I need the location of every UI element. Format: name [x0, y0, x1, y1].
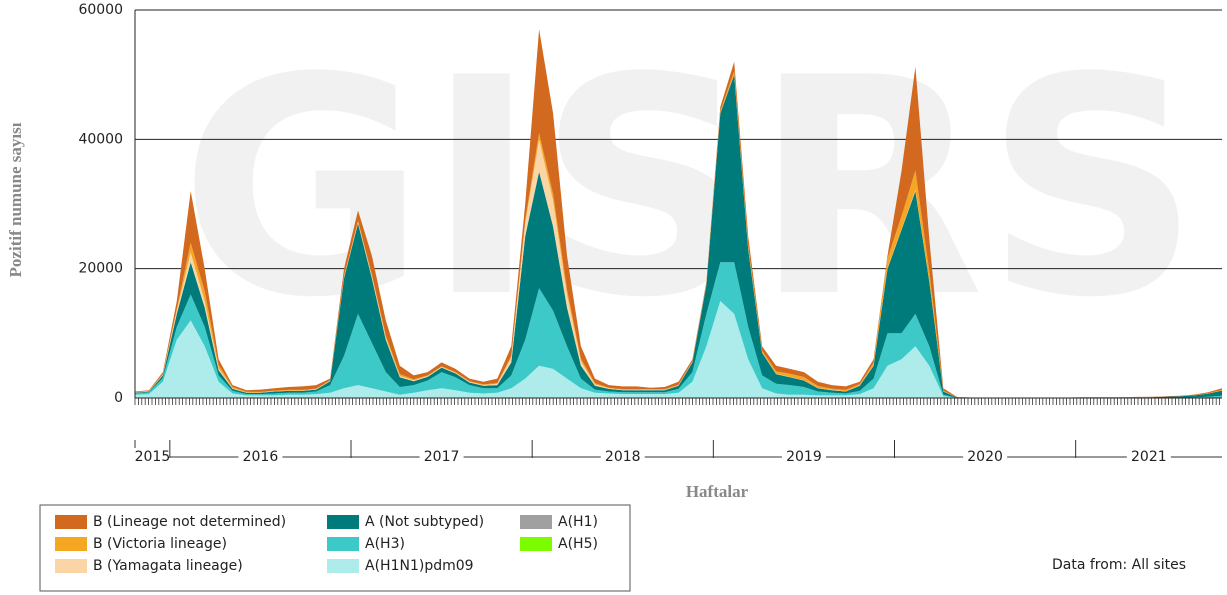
legend-swatch — [55, 537, 87, 551]
x-tick-label: 2017 — [424, 449, 460, 465]
legend-label: B (Yamagata lineage) — [93, 558, 243, 574]
legend-swatch — [327, 515, 359, 529]
x-tick-label: 2018 — [605, 449, 641, 465]
year-label-bg — [419, 448, 464, 466]
legend-swatch — [327, 559, 359, 573]
x-tick-label: 2020 — [967, 449, 1003, 465]
x-tick-label: 2019 — [786, 449, 822, 465]
legend-swatch — [520, 515, 552, 529]
legend-label: A(H5) — [558, 536, 598, 552]
year-label-bg — [600, 448, 645, 466]
x-axis-label: Haftalar — [686, 482, 749, 501]
legend-swatch — [327, 537, 359, 551]
x-tick-label: 2021 — [1131, 449, 1167, 465]
legend-label: A(H1) — [558, 514, 598, 530]
year-label-bg — [1126, 448, 1171, 466]
y-tick-label: 60000 — [78, 2, 123, 18]
year-label-bg — [130, 448, 175, 466]
y-tick-label: 0 — [114, 390, 123, 406]
legend-label: A(H3) — [365, 536, 405, 552]
year-label-bg — [238, 448, 283, 466]
y-tick-label: 40000 — [78, 131, 123, 147]
legend-label: B (Victoria lineage) — [93, 536, 227, 552]
y-axis-label: Pozitif numune sayısı — [6, 122, 25, 277]
legend-swatch — [520, 537, 552, 551]
year-label-bg — [781, 448, 826, 466]
legend-swatch — [55, 515, 87, 529]
legend-label: A (Not subtyped) — [365, 514, 484, 530]
x-tick-label: 2015 — [135, 449, 171, 465]
year-label-bg — [963, 448, 1008, 466]
watermark: GISRS — [180, 14, 1201, 363]
note: Data from: All sites — [1052, 557, 1186, 573]
legend-label: B (Lineage not determined) — [93, 514, 286, 530]
legend-swatch — [55, 559, 87, 573]
y-tick-label: 20000 — [78, 261, 123, 277]
legend-label: A(H1N1)pdm09 — [365, 558, 474, 574]
x-tick-label: 2016 — [243, 449, 279, 465]
